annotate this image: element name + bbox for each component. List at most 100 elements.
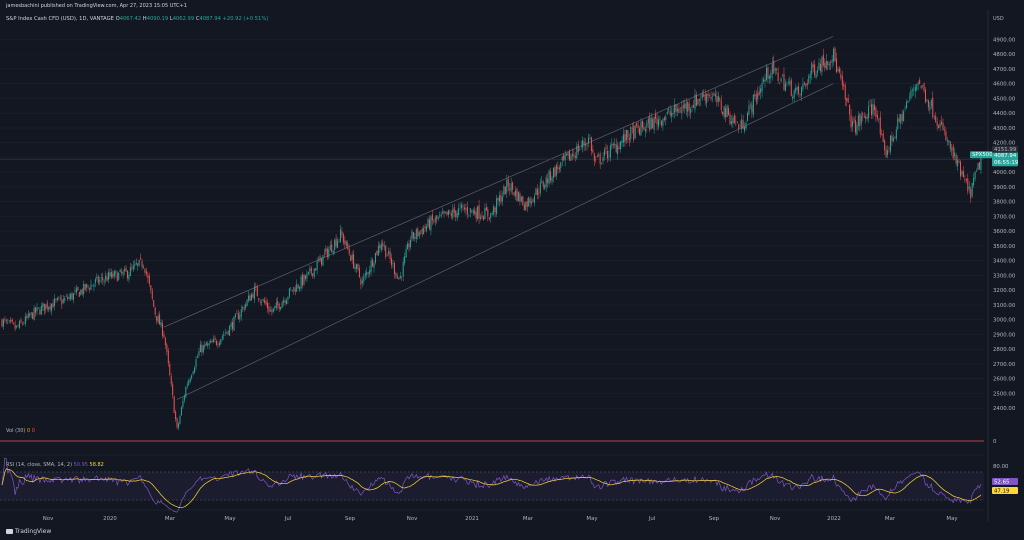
candle-body [312, 273, 314, 277]
candle-body [143, 266, 145, 268]
currency-label: USD [993, 16, 1004, 22]
candle-body [341, 231, 343, 235]
candle-body [328, 249, 330, 257]
candle-body [811, 63, 813, 75]
candle-body [544, 185, 546, 189]
x-tick-label: Mar [165, 516, 176, 522]
vol-axis-zero: 0 [993, 439, 997, 445]
price-axis[interactable]: 2400.00 2500.00 2600.00 2700.00 2800.00 2900.… [987, 10, 1016, 522]
candle-body [157, 316, 159, 323]
y-tick-label: 2500.00 [993, 391, 1016, 397]
candle-body [504, 186, 506, 195]
candle-body [475, 211, 477, 219]
candle-body [901, 114, 903, 121]
y-tick-label: 3200.00 [993, 288, 1016, 294]
candle-body [633, 126, 635, 140]
candle-body [601, 162, 603, 164]
candle-body [58, 297, 60, 298]
candle-body [917, 82, 919, 85]
y-tick-label: 3100.00 [993, 303, 1016, 309]
candle-body [652, 119, 654, 129]
candle-body [729, 114, 731, 124]
candle-body [498, 195, 501, 202]
candle-body [356, 264, 358, 269]
candle-body [300, 276, 302, 289]
candle-body [666, 111, 668, 115]
candle-body [672, 112, 674, 114]
candle-body [923, 83, 925, 91]
candle-body [414, 237, 416, 239]
candle-body [930, 100, 932, 107]
candle-body [268, 306, 270, 312]
symbol-line: S&P Index Cash CFD (USD), 1D, VANTAGE [6, 16, 114, 22]
candle-body [67, 297, 69, 299]
candle-body [622, 134, 625, 143]
candle-body [888, 148, 890, 149]
candle-body [722, 112, 724, 115]
candle-body [106, 276, 108, 282]
candle-body [790, 79, 792, 96]
candle-body [512, 182, 514, 190]
candle-body [202, 345, 204, 353]
candle-body [946, 140, 948, 142]
candle-body [389, 251, 391, 259]
candle-body [900, 114, 902, 124]
candle-body [472, 210, 474, 214]
candle-body [751, 104, 753, 113]
y-tick-label: 2900.00 [993, 332, 1016, 338]
candle-body [227, 330, 229, 335]
candle-body [161, 323, 163, 336]
time-axis[interactable]: Nov 2020 Mar May Jul Sep Nov 2021 Mar May Jul Sep No… [0, 509, 984, 522]
candle-body [461, 204, 463, 209]
candle-body [542, 181, 544, 187]
candle-body [872, 103, 874, 115]
candle-body [409, 240, 412, 248]
candle-body [124, 268, 126, 272]
y-tick-label: 4400.00 [993, 111, 1016, 117]
candle-body [64, 298, 66, 301]
candle-body [510, 183, 512, 192]
candle-body [576, 145, 578, 159]
vol-legend[interactable]: Vol (30) 0 0 [6, 428, 35, 434]
tradingview-logo[interactable]: TradingView [6, 528, 51, 535]
trend-channel [0, 36, 984, 400]
rsi-legend[interactable]: RSI (14, close, SMA, 14, 2) 50.95 58.82 [6, 462, 104, 468]
candle-body [132, 265, 134, 270]
candle-body [211, 340, 213, 343]
candle-body [33, 307, 35, 320]
candle-body [643, 126, 645, 130]
candle-body [14, 324, 16, 329]
candle-body [153, 300, 155, 307]
candle-body [958, 161, 960, 163]
candle-body [739, 126, 741, 128]
candle-body [571, 153, 573, 156]
candle-body [469, 208, 471, 213]
candle-body [711, 95, 714, 97]
symbol-legend[interactable]: S&P Index Cash CFD (USD), 1D, VANTAGE O4… [6, 16, 268, 22]
candle-body [910, 90, 912, 99]
candle-body [935, 115, 937, 123]
candle-body [697, 99, 699, 105]
candle-body [774, 68, 776, 71]
candle-body [830, 62, 832, 64]
candle-body [793, 90, 795, 98]
candle-body [275, 302, 277, 308]
candle-body [862, 113, 864, 115]
candle-body [974, 171, 976, 179]
rsi-ma-tag: 47.19 [994, 489, 1010, 495]
candle-body [792, 96, 794, 99]
candle-body [477, 206, 479, 219]
y-tick-label: 3800.00 [993, 200, 1016, 206]
candle-body [449, 212, 451, 214]
candle-body [503, 186, 505, 195]
candle-body [522, 196, 524, 206]
candle-body [198, 351, 200, 356]
ohlc-h-label: H [142, 16, 147, 22]
candle-body [332, 250, 334, 254]
candle-body [723, 106, 725, 118]
candle-body [221, 336, 223, 339]
last-price-tag-bg [992, 151, 1018, 167]
candle-body [582, 140, 584, 148]
